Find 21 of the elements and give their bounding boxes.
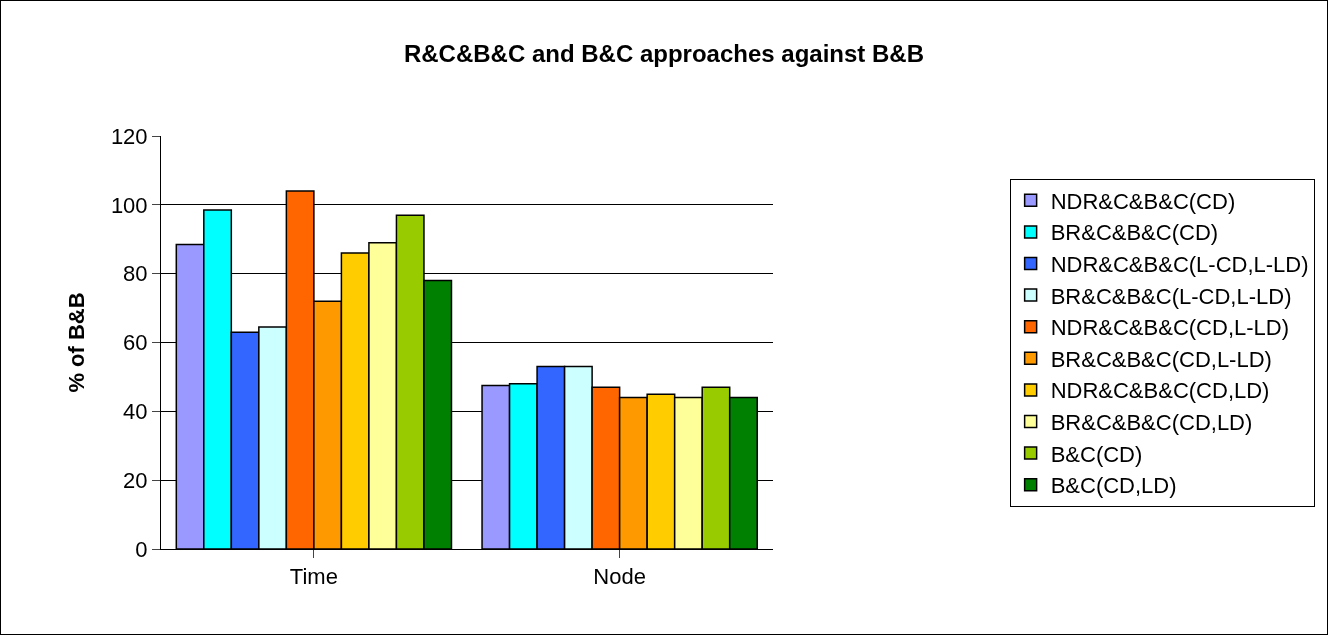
legend-label: BR&C&B&C(CD,LD) [1050,410,1253,436]
legend-label: BR&C&B&C(CD) [1050,220,1219,246]
legend-label: BR&C&B&C(L-CD,L-LD) [1050,283,1292,309]
y-tick-label: 100 [110,192,148,218]
y-tick-label: 60 [123,330,148,356]
x-tick-label: Time [289,564,338,590]
y-tick-label: 40 [123,399,148,425]
x-tick-label: Node [593,564,646,590]
legend-label: NDR&C&B&C(CD) [1050,188,1236,214]
legend-label: B&C(CD,LD) [1050,473,1177,499]
chart-title: R&C&B&C and B&C approaches against B&B [403,40,925,68]
y-tick-label: 0 [135,536,148,562]
y-axis-title: % of B&B [63,292,89,393]
y-tick-label: 80 [123,261,148,287]
legend-label: BR&C&B&C(CD,L-LD) [1050,346,1272,372]
y-tick-label: 20 [123,467,148,493]
y-tick-label: 120 [110,123,148,149]
legend-label: NDR&C&B&C(CD,LD) [1050,378,1270,404]
legend-label: NDR&C&B&C(CD,L-LD) [1050,315,1289,341]
legend-label: NDR&C&B&C(L-CD,L-LD) [1050,252,1309,278]
legend-label: B&C(CD) [1050,441,1143,467]
